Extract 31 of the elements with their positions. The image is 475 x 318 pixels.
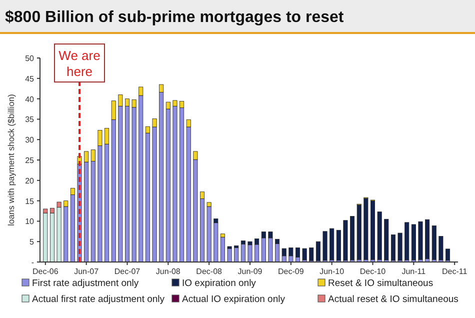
legend-label: Actual first rate adjustment only bbox=[32, 294, 165, 305]
legend-label: First rate adjustment only bbox=[32, 278, 139, 289]
y-tick-label: 40 bbox=[25, 94, 35, 104]
x-tick-label: Jun-07 bbox=[74, 267, 100, 276]
x-tick-label: Dec-10 bbox=[360, 267, 386, 276]
x-tick-label: Dec-09 bbox=[278, 267, 304, 276]
y-tick-label: 20 bbox=[25, 176, 35, 186]
x-tick-label: Dec-07 bbox=[114, 267, 141, 276]
y-tick-label: 10 bbox=[25, 217, 35, 226]
y-tick-label: 5 bbox=[30, 238, 35, 247]
y-tick-label: 45 bbox=[25, 74, 35, 84]
y-tick-label: 35 bbox=[25, 115, 35, 124]
y-tick-label: 25 bbox=[25, 156, 35, 165]
x-tick-label: Dec-11 bbox=[442, 267, 468, 276]
legend-label: Actual reset & IO simultaneous bbox=[328, 294, 459, 305]
legend-label: Actual IO expiration only bbox=[182, 294, 286, 305]
x-tick-label: Jun-08 bbox=[156, 267, 181, 276]
annotation: We are here bbox=[58, 48, 100, 79]
x-tick-label: Dec-06 bbox=[32, 267, 59, 276]
y-tick-label: 30 bbox=[25, 136, 35, 145]
x-tick-label: Jun-11 bbox=[402, 267, 426, 276]
x-tick-label: Jun-10 bbox=[320, 267, 345, 276]
y-tick-label: 15 bbox=[25, 196, 35, 206]
x-tick-label: Jun-09 bbox=[238, 267, 263, 276]
x-tick-label: Dec-08 bbox=[196, 267, 223, 276]
chart-title: $800 Billion of sub-prime mortgages to reset bbox=[5, 9, 344, 26]
y-axis-title: loans with payment shock ($billion) bbox=[6, 94, 16, 226]
legend-label: Reset & IO simultaneous bbox=[328, 278, 434, 289]
y-tick-label: - bbox=[31, 258, 34, 267]
legend-label: IO expiration only bbox=[182, 278, 256, 289]
y-tick-label: 50 bbox=[25, 54, 35, 63]
